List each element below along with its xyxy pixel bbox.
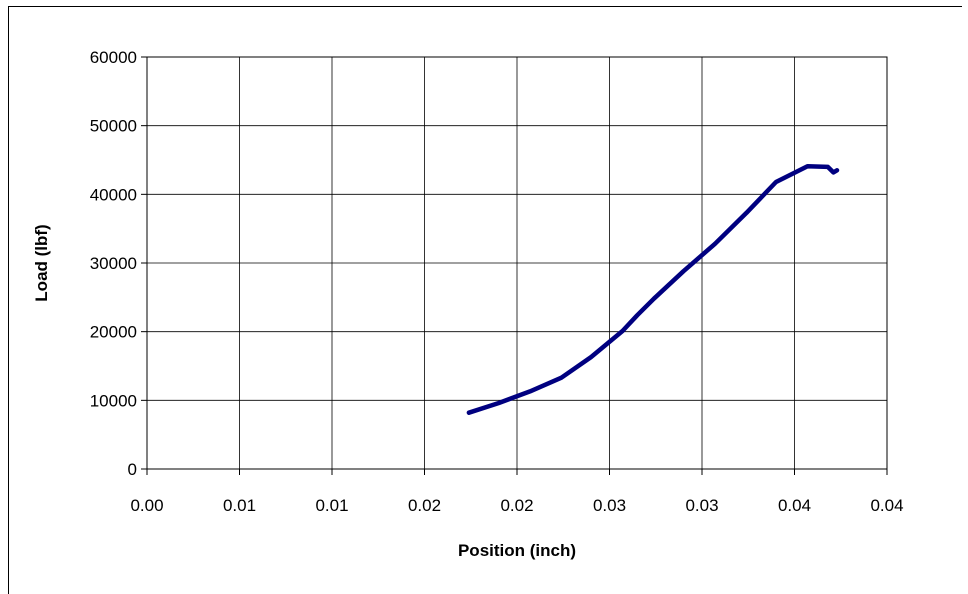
y-tick-label: 50000	[90, 117, 137, 136]
y-tick-label: 10000	[90, 391, 137, 410]
y-tick-label: 0	[128, 460, 137, 479]
chart-frame	[8, 6, 962, 594]
x-tick-label: 0.00	[130, 496, 163, 515]
x-tick-label: 0.02	[500, 496, 533, 515]
x-tick-label: 0.04	[870, 496, 903, 515]
y-tick-labels: 0 10000 20000 30000 40000 50000 60000	[90, 48, 137, 479]
y-tick-label: 60000	[90, 48, 137, 67]
y-tick-label: 30000	[90, 254, 137, 273]
x-tick-label: 0.02	[408, 496, 441, 515]
x-tick-label: 0.03	[593, 496, 626, 515]
x-tick-label: 0.03	[685, 496, 718, 515]
series-line-load	[466, 163, 840, 415]
x-tick-labels: 0.00 0.01 0.01 0.02 0.02 0.03 0.03 0.04 0.04	[130, 496, 903, 515]
x-axis-title: Position (inch)	[458, 541, 576, 560]
grid-lines	[147, 57, 887, 469]
x-tick-label: 0.04	[778, 496, 811, 515]
x-tick-label: 0.01	[223, 496, 256, 515]
axis-ticks	[141, 56, 888, 475]
y-axis-title: Load (lbf)	[32, 224, 51, 301]
y-tick-label: 20000	[90, 323, 137, 342]
y-tick-label: 40000	[90, 185, 137, 204]
x-tick-label: 0.01	[315, 496, 348, 515]
